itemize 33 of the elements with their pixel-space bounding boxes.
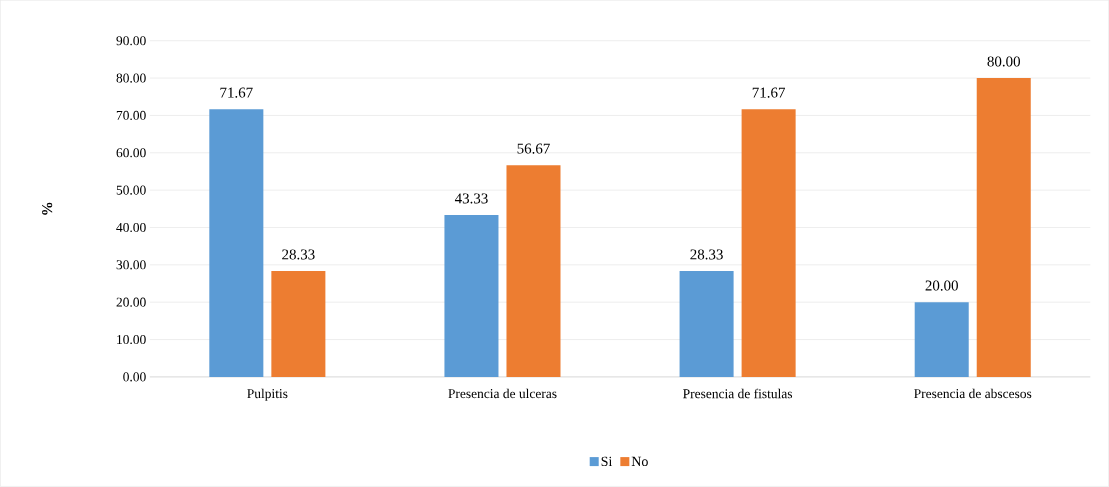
y-tick-label: 60.00 (116, 148, 146, 158)
y-tick-label: 40.00 (116, 223, 146, 233)
bar (271, 271, 326, 378)
legend-label: No (631, 456, 648, 467)
data-label: 28.33 (690, 249, 723, 260)
y-tick-label: 0.00 (123, 372, 146, 382)
data-label: 56.67 (517, 143, 550, 154)
y-axis-title: % (42, 202, 53, 215)
bar (444, 215, 499, 378)
x-tick-label: Presencia de abscesos (914, 388, 1032, 399)
data-label: 71.67 (752, 87, 785, 98)
bar (976, 78, 1031, 378)
data-label: 80.00 (987, 56, 1020, 67)
y-tick-label: 80.00 (116, 73, 146, 83)
bar (679, 271, 734, 378)
data-label: 20.00 (925, 280, 958, 291)
y-tick-label: 70.00 (116, 111, 146, 121)
x-tick-label: Pulpitis (247, 388, 288, 402)
bar (506, 165, 561, 378)
y-tick-label: 20.00 (116, 297, 146, 307)
legend-label: Si (601, 456, 613, 467)
y-tick-label: 10.00 (117, 335, 146, 345)
data-label: 43.33 (454, 193, 488, 204)
y-tick-label: 90.00 (116, 36, 146, 46)
bar (209, 109, 264, 378)
x-tick-label: Presencia de fistulas (683, 388, 793, 399)
bar (914, 302, 969, 378)
data-label: 71.67 (220, 87, 253, 98)
y-tick-label: 30.00 (116, 260, 146, 270)
x-tick-label: Presencia de ulceras (448, 388, 557, 399)
y-tick-label: 50.00 (116, 185, 146, 195)
bar (741, 109, 796, 378)
data-label: 28.33 (282, 249, 315, 260)
